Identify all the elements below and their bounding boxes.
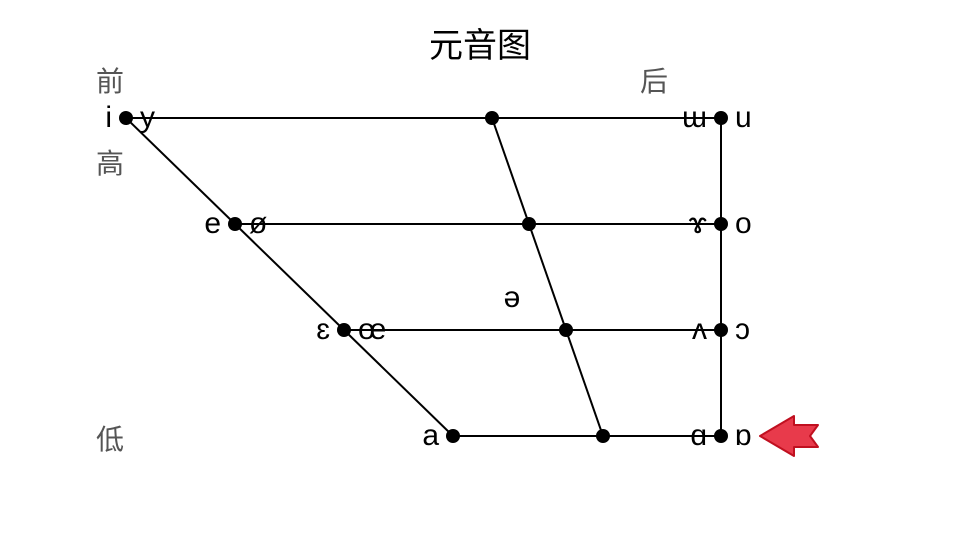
vowel-label: ɔ (735, 315, 750, 345)
vowel-chart-stage: 元音图 前 后 高 低 iyeøɛœaɯuɤoʌɔɑɒə (0, 0, 960, 540)
vowel-node (522, 217, 536, 231)
vowel-label: ʌ (692, 315, 707, 345)
vowel-node (446, 429, 460, 443)
vowel-chart-svg (0, 0, 960, 540)
vowel-label: u (735, 103, 752, 133)
vowel-node (714, 323, 728, 337)
chart-edge (529, 224, 566, 330)
highlight-arrow-icon (760, 416, 818, 456)
vowel-label: ɤ (688, 209, 707, 239)
vowel-label: ɛ (316, 315, 330, 345)
vowel-node (485, 111, 499, 125)
vowel-node (714, 217, 728, 231)
vowel-label: y (140, 103, 155, 133)
vowel-label: ə (504, 283, 521, 313)
vowel-label: o (735, 209, 752, 239)
vowel-node (559, 323, 573, 337)
vowel-label: a (422, 421, 439, 451)
vowel-label: ɑ (690, 421, 707, 451)
vowel-node (714, 429, 728, 443)
vowel-label: œ (358, 315, 386, 345)
vowel-node (337, 323, 351, 337)
chart-edge (492, 118, 529, 224)
vowel-node (228, 217, 242, 231)
chart-edge (566, 330, 603, 436)
vowel-label: e (204, 209, 221, 239)
vowel-label: ɯ (682, 103, 707, 133)
vowel-node (714, 111, 728, 125)
vowel-label: ɒ (735, 421, 752, 451)
vowel-label: i (105, 103, 112, 133)
vowel-node (119, 111, 133, 125)
vowel-label: ø (249, 209, 267, 239)
vowel-node (596, 429, 610, 443)
